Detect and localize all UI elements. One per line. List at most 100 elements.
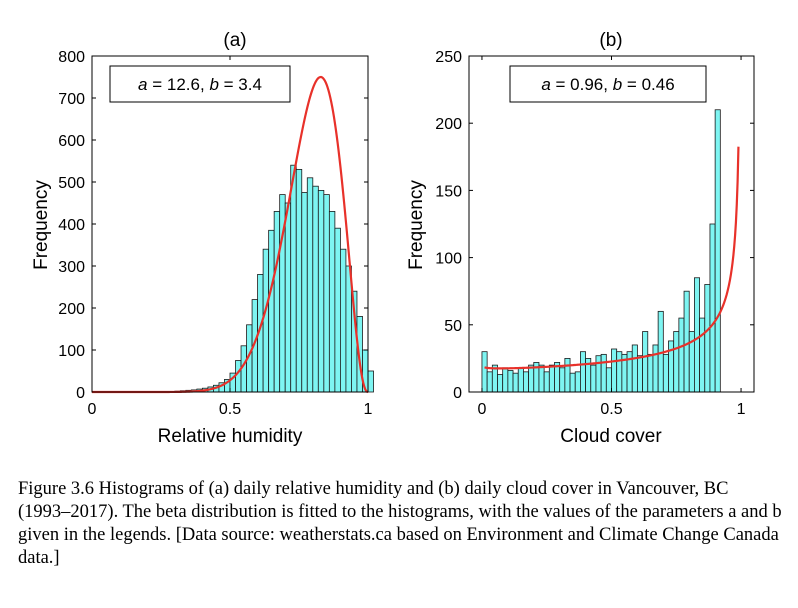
panel-a-xlabel: Relative humidity (158, 426, 303, 447)
panel-b-ytick-label: 0 (453, 385, 462, 402)
panel-b-bar (517, 367, 524, 393)
panel-b-bar (699, 317, 706, 393)
panel-b: (b) Frequency Cloud cover 0 50 100 150 200 25… (406, 30, 755, 447)
panel-b-bar (673, 331, 680, 393)
panel-a-xticks: 0 0.5 1 (88, 56, 373, 418)
panel-b-bar (611, 348, 618, 393)
panel-a-title: (a) (223, 30, 246, 51)
panel-b-xtick-label: 0.5 (600, 401, 622, 418)
panel-b-bar (497, 374, 504, 393)
panel-b-bar (647, 353, 654, 393)
panel-a-bar (367, 370, 374, 393)
panel-a-xtick-label: 0.5 (219, 401, 241, 418)
panel-a-ytick-label: 600 (58, 133, 85, 150)
panel-a-bar (235, 360, 242, 393)
panel-b-title: (b) (599, 30, 622, 51)
panel-b-bar (574, 371, 581, 393)
panel-a-bar (328, 210, 336, 393)
panel-a-ytick-label: 800 (58, 49, 85, 66)
panel-a-legend-box (109, 65, 291, 103)
panel-a: (a) Frequency Relative humidity 0 100 200 3… (31, 30, 374, 447)
panel-b-bar (512, 372, 519, 393)
panel-b-ytick-label: 250 (435, 49, 462, 66)
figure: (a) Frequency Relative humidity 01002003… (31, 30, 755, 447)
panel-a-bar (312, 185, 319, 393)
panel-b-bar (528, 364, 535, 393)
panel-b-xtick-label: 0 (478, 401, 487, 418)
panel-b-ytick-label: 50 (444, 318, 462, 335)
panel-a-bar (339, 248, 347, 393)
panel-b-xticks: 0 0.5 1 (478, 56, 746, 418)
panel-b-bars (481, 109, 721, 393)
panel-a-bar (317, 189, 325, 393)
panel-b-bar (481, 351, 488, 393)
panel-b-bar (642, 331, 649, 393)
panel-b-ytick-label: 150 (435, 183, 462, 200)
panel-b-bar (637, 355, 643, 393)
panel-b-fit-curve (484, 146, 740, 370)
panel-b-legend-text: a = 0.96, b = 0.46 (541, 75, 674, 94)
panel-a-xtick-label: 0 (88, 401, 97, 418)
panel-a-bar (273, 210, 281, 393)
panel-b-bar (569, 372, 576, 393)
panel-a-ytick-label: 400 (58, 217, 85, 234)
panel-a-ytick-label: 0 (76, 385, 85, 402)
panel-b-bar (600, 353, 607, 393)
panel-a-yticks: 0 100 200 300 400 500 600 700 800 (58, 49, 368, 402)
panel-a-bars (174, 164, 374, 393)
panel-b-ylabel: Frequency (406, 180, 427, 270)
panel-b-bar (709, 223, 716, 393)
panel-b-bar (616, 351, 623, 393)
panel-b-ytick-label: 200 (435, 116, 462, 133)
panel-b-bar (605, 367, 612, 393)
panel-a-legend-b-label: b (209, 75, 218, 94)
panel-b-legend-box (509, 65, 707, 103)
panel-b-bar (595, 355, 602, 393)
panel-b-legend-a-value: = 0.96, (556, 75, 608, 94)
panel-a-bar (301, 192, 308, 393)
panel-a-bar (334, 227, 341, 393)
panel-b-bar (678, 317, 685, 393)
figure-caption: Figure 3.6 Histograms of (a) daily relat… (18, 479, 782, 568)
panel-a-bar (268, 229, 275, 393)
panel-b-bar (543, 371, 550, 393)
panel-b-bar (631, 344, 638, 393)
panel-b-xtick-label: 1 (737, 401, 746, 418)
panel-b-bar (590, 364, 597, 393)
panel-b-bar (486, 371, 493, 393)
panel-b-bar (523, 371, 529, 393)
panel-b-bar (564, 357, 571, 393)
panel-b-bar (704, 284, 711, 393)
panel-b-bar (714, 109, 721, 393)
panel-b-bar (580, 351, 586, 393)
panel-b-bar (683, 290, 690, 393)
panel-b-xlabel: Cloud cover (560, 426, 662, 447)
panel-a-bar (262, 248, 270, 393)
panel-b-bar (559, 367, 566, 393)
panel-b-legend-a-label: a (541, 75, 550, 94)
panel-a-bar (284, 202, 292, 393)
panel-a-bar (306, 177, 314, 393)
panel-b-bar (507, 370, 514, 393)
panel-a-ytick-label: 700 (58, 91, 85, 108)
panel-a-ylabel: Frequency (31, 180, 52, 270)
panel-a-ytick-label: 500 (58, 175, 85, 192)
panel-b-bar (662, 353, 669, 393)
panel-b-legend: a = 0.96, b = 0.46 (509, 65, 707, 103)
panel-b-bar (694, 277, 700, 393)
panel-a-bar (323, 194, 330, 393)
panel-b-yticks: 0 50 100 150 200 250 (435, 49, 754, 402)
panel-b-bar (538, 364, 545, 393)
panel-a-legend-text: a = 12.6, b = 3.4 (138, 75, 262, 94)
panel-a-bar (290, 164, 297, 393)
panel-a-bar (295, 168, 303, 393)
panel-b-bar (502, 367, 509, 393)
panel-a-ytick-label: 100 (58, 343, 85, 360)
panel-a-legend: a = 12.6, b = 3.4 (109, 65, 291, 103)
panel-a-legend-b-value: = 3.4 (224, 75, 262, 94)
panel-a-ytick-label: 300 (58, 259, 85, 276)
panel-b-bar (548, 364, 555, 393)
panel-a-xtick-label: 1 (364, 401, 373, 418)
panel-b-legend-b-label: b (613, 75, 622, 94)
panel-a-legend-a-value: = 12.6, (152, 75, 204, 94)
